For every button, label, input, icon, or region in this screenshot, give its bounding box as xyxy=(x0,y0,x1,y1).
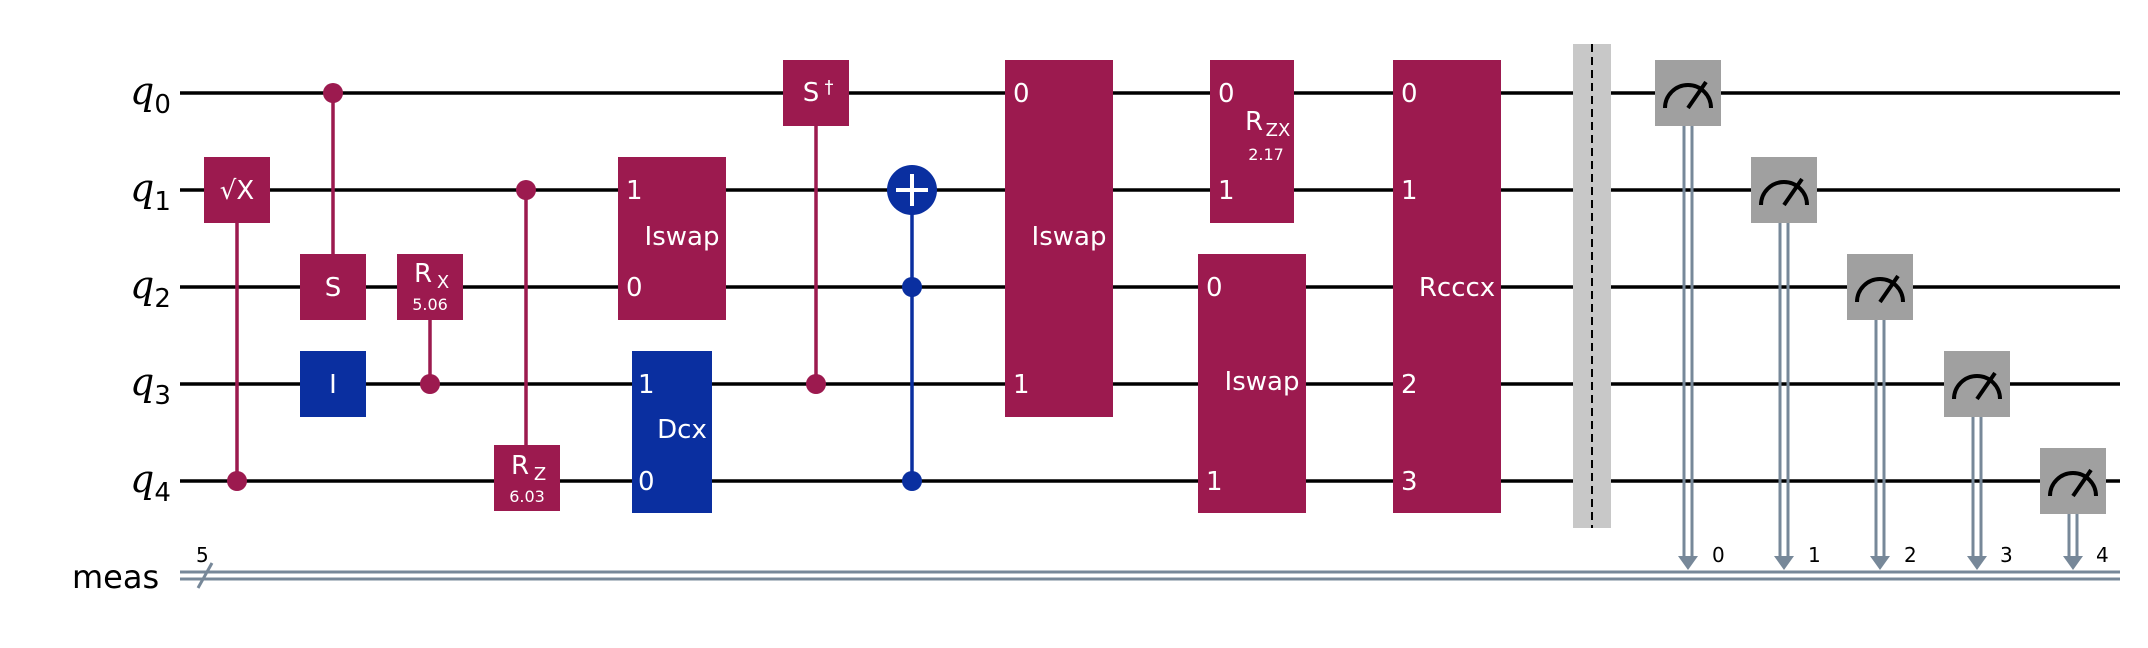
iswap-gate-box xyxy=(618,157,726,320)
rz-gate-param: 6.03 xyxy=(509,487,545,506)
control-dot xyxy=(420,374,440,394)
rzx-gate-box xyxy=(1210,60,1294,223)
measure-index-0: 0 xyxy=(1712,543,1725,567)
classical-wire: 5 xyxy=(180,543,2120,589)
iswap-gate-box xyxy=(1005,60,1113,417)
control-dot xyxy=(516,180,536,200)
cs-gate: S xyxy=(300,83,366,320)
s-gate-box xyxy=(300,254,366,320)
measure-index-2: 2 xyxy=(1904,543,1917,567)
qubit-label-2: q2 xyxy=(130,263,171,314)
s-gate-label: S xyxy=(325,273,342,303)
qubit-label-0: q0 xyxy=(130,69,171,120)
barrier xyxy=(1573,44,1611,528)
rx-gate-label: R xyxy=(414,259,432,289)
rzx-port-0: 0 xyxy=(1218,79,1235,109)
control-dot xyxy=(806,374,826,394)
rcccx-gate-label: Rcccx xyxy=(1419,273,1495,303)
measure-index-1: 1 xyxy=(1808,543,1821,567)
bus-slash xyxy=(196,562,214,589)
rx-gate-sub: X xyxy=(437,272,449,293)
csdg-gate: S † xyxy=(783,60,849,394)
control-dot xyxy=(902,277,922,297)
crz-gate: R Z 6.03 xyxy=(494,180,560,511)
sx-gate-label: √X xyxy=(220,176,254,206)
rx-gate-box xyxy=(397,254,463,320)
qubit-wires xyxy=(180,91,2120,483)
measure-gate-1: 1 xyxy=(1751,157,1821,570)
rcccx-port-0: 0 xyxy=(1401,79,1418,109)
rcccx-port-2: 2 xyxy=(1401,370,1418,400)
iswap-gate-q1-q2: 1 0 Iswap xyxy=(618,157,726,320)
measure-gate-0: 0 xyxy=(1655,60,1725,570)
crx-gate: R X 5.06 xyxy=(397,254,463,394)
dcx-port-1: 1 xyxy=(638,370,655,400)
meter-icon xyxy=(1759,180,1809,206)
sx-gate-box xyxy=(204,157,270,223)
dcx-gate-box xyxy=(632,351,712,513)
iswap-gate-box xyxy=(1198,254,1306,513)
control-dot xyxy=(902,471,922,491)
measure-index-4: 4 xyxy=(2096,543,2109,567)
sdg-gate-label: S xyxy=(803,78,820,108)
qubit-label-4: q4 xyxy=(130,457,171,508)
rzx-gate-sub: ZX xyxy=(1266,120,1291,141)
qubit-label-3: q3 xyxy=(130,360,171,411)
rcccx-port-3: 3 xyxy=(1401,467,1418,497)
meter-icon xyxy=(1855,277,1905,303)
rz-gate-box xyxy=(494,445,560,511)
iswap-port-0: 0 xyxy=(626,273,643,303)
i-gate-label: I xyxy=(329,370,337,400)
iswap-gate-label: Iswap xyxy=(645,222,720,252)
rz-gate-label: R xyxy=(511,451,529,481)
iswap-port-0: 0 xyxy=(1013,79,1030,109)
measure-gate-3: 3 xyxy=(1944,351,2013,570)
qubit-labels: q0 q1 q2 q3 q4 meas xyxy=(72,69,171,596)
iswap-gate-q0-q3: 0 1 Iswap xyxy=(1005,60,1113,417)
control-dot xyxy=(227,471,247,491)
ccx-gate xyxy=(887,165,937,491)
iswap-port-1: 1 xyxy=(1206,467,1223,497)
iswap-gate-label: Iswap xyxy=(1032,222,1107,252)
measure-gate-2: 2 xyxy=(1847,254,1917,570)
sdg-gate-sup: † xyxy=(825,77,834,98)
rzx-gate-param: 2.17 xyxy=(1248,145,1284,164)
measure-index-3: 3 xyxy=(2000,543,2013,567)
dcx-gate: 1 0 Dcx xyxy=(632,351,712,513)
iswap-port-0: 0 xyxy=(1206,273,1223,303)
classical-register-label: meas xyxy=(72,558,159,596)
iswap-gate-label: Iswap xyxy=(1225,367,1300,397)
i-gate-box xyxy=(300,351,366,417)
rcccx-port-1: 1 xyxy=(1401,176,1418,206)
dcx-port-0: 0 xyxy=(638,467,655,497)
dcx-gate-label: Dcx xyxy=(657,415,707,445)
meter-icon xyxy=(2048,471,2098,497)
iswap-port-1: 1 xyxy=(626,176,643,206)
rcccx-gate-box xyxy=(1393,60,1501,513)
identity-gate: I xyxy=(300,351,366,417)
iswap-port-1: 1 xyxy=(1013,370,1030,400)
meter-icon xyxy=(1952,374,2002,400)
rz-gate-sub: Z xyxy=(534,464,546,485)
rzx-port-1: 1 xyxy=(1218,176,1235,206)
measurements: 0 1 2 3 xyxy=(1655,60,2109,570)
qubit-label-1: q1 xyxy=(130,166,171,217)
rx-gate-param: 5.06 xyxy=(412,295,448,314)
meter-icon xyxy=(1663,83,1713,109)
csx-gate: √X xyxy=(204,157,270,491)
measure-gate-4: 4 xyxy=(2040,448,2109,570)
rzx-gate-label: R xyxy=(1245,107,1263,137)
rcccx-gate: 0 1 2 3 Rcccx xyxy=(1393,60,1501,513)
sdg-gate-box xyxy=(783,60,849,126)
rzx-gate: 0 1 R ZX 2.17 xyxy=(1210,60,1294,223)
iswap-gate-q2-q4: 0 1 Iswap xyxy=(1198,254,1306,513)
classical-width-label: 5 xyxy=(196,543,209,567)
control-dot xyxy=(323,83,343,103)
